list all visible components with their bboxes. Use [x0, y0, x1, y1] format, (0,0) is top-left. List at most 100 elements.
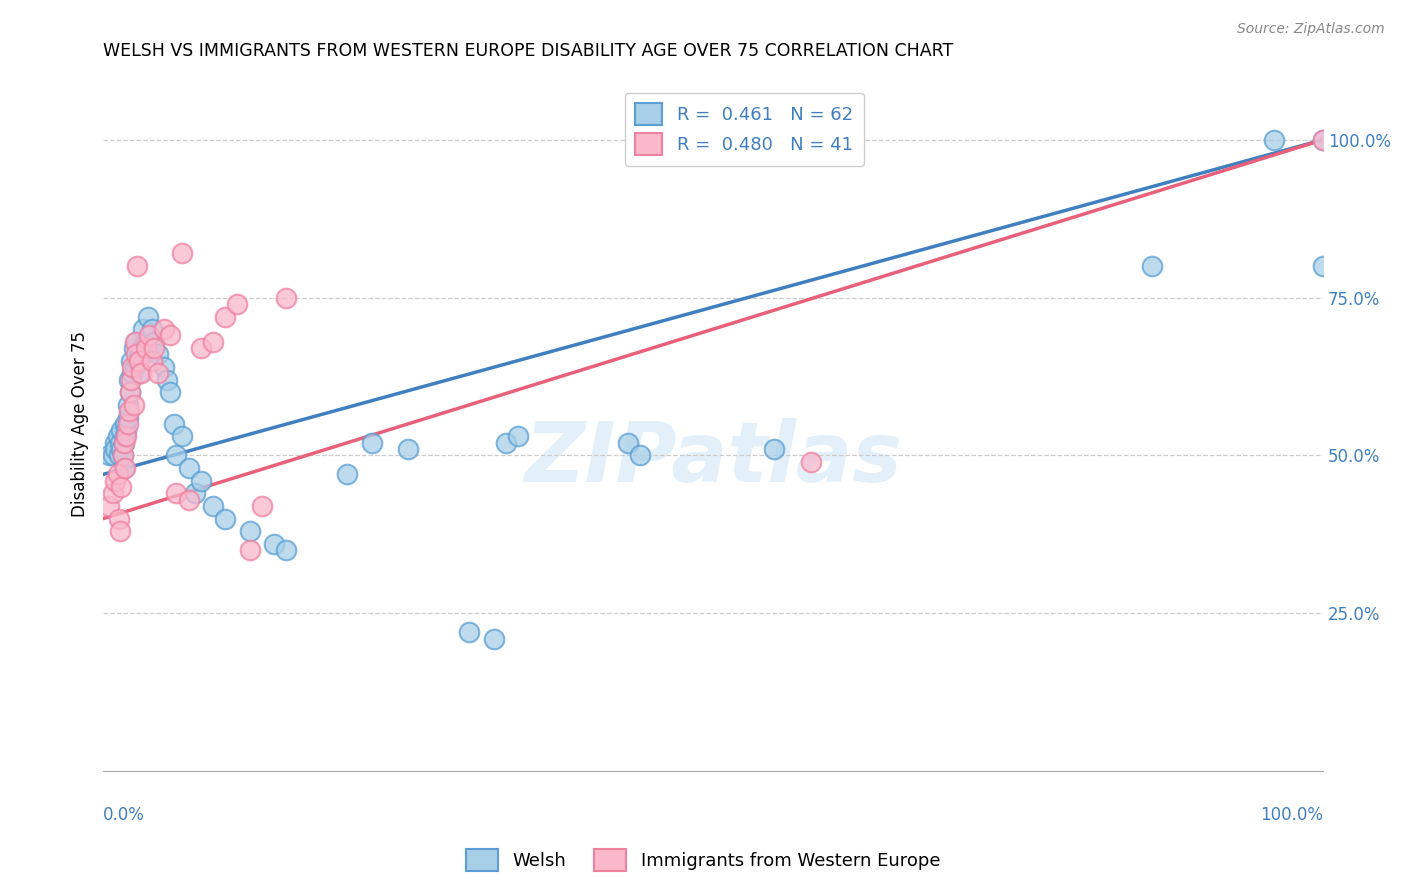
Point: [115, 429, 138, 443]
Point: [1312, 259, 1334, 273]
Point: [118, 404, 141, 418]
Point: [118, 385, 141, 400]
Point: [800, 455, 823, 469]
Point: [114, 461, 136, 475]
Point: [172, 246, 194, 260]
Point: [107, 429, 129, 443]
Point: [190, 474, 212, 488]
Point: [159, 385, 181, 400]
Point: [146, 367, 169, 381]
Point: [153, 359, 176, 374]
Point: [132, 322, 155, 336]
Text: 100.0%: 100.0%: [1260, 805, 1323, 824]
Point: [482, 632, 505, 646]
Point: [101, 486, 124, 500]
Point: [238, 543, 260, 558]
Point: [177, 492, 200, 507]
Point: [129, 367, 152, 381]
Point: [1142, 259, 1164, 273]
Point: [1263, 133, 1285, 147]
Legend: R =  0.461   N = 62, R =  0.480   N = 41: R = 0.461 N = 62, R = 0.480 N = 41: [624, 93, 863, 166]
Point: [111, 449, 134, 463]
Point: [226, 297, 249, 311]
Point: [128, 347, 150, 361]
Point: [107, 467, 129, 482]
Point: [104, 474, 127, 488]
Point: [201, 334, 224, 349]
Point: [250, 499, 273, 513]
Text: 0.0%: 0.0%: [103, 805, 145, 824]
Point: [336, 467, 359, 482]
Point: [127, 353, 149, 368]
Point: [396, 442, 419, 456]
Point: [128, 353, 150, 368]
Point: [141, 353, 163, 368]
Point: [118, 385, 141, 400]
Point: [763, 442, 786, 456]
Point: [163, 417, 186, 431]
Point: [114, 417, 136, 431]
Point: [214, 310, 236, 324]
Point: [120, 373, 142, 387]
Point: [110, 480, 132, 494]
Point: [183, 486, 205, 500]
Point: [1312, 133, 1334, 147]
Point: [141, 322, 163, 336]
Point: [115, 423, 138, 437]
Point: [108, 524, 131, 539]
Point: [120, 353, 142, 368]
Point: [112, 435, 135, 450]
Point: [146, 347, 169, 361]
Point: [360, 435, 382, 450]
Point: [143, 341, 166, 355]
Point: [238, 524, 260, 539]
Point: [165, 449, 187, 463]
Point: [122, 398, 145, 412]
Point: [117, 398, 139, 412]
Point: [136, 310, 159, 324]
Point: [135, 341, 157, 355]
Point: [155, 373, 177, 387]
Point: [108, 511, 131, 525]
Text: ZIPatlas: ZIPatlas: [524, 418, 903, 500]
Point: [276, 543, 298, 558]
Legend: Welsh, Immigrants from Western Europe: Welsh, Immigrants from Western Europe: [458, 842, 948, 879]
Text: Source: ZipAtlas.com: Source: ZipAtlas.com: [1237, 22, 1385, 37]
Point: [122, 341, 145, 355]
Point: [1312, 133, 1334, 147]
Point: [128, 367, 150, 381]
Point: [124, 359, 146, 374]
Point: [104, 435, 127, 450]
Point: [263, 537, 285, 551]
Point: [165, 486, 187, 500]
Point: [108, 449, 131, 463]
Point: [124, 334, 146, 349]
Point: [121, 367, 143, 381]
Point: [214, 511, 236, 525]
Point: [125, 334, 148, 349]
Point: [177, 461, 200, 475]
Text: WELSH VS IMMIGRANTS FROM WESTERN EUROPE DISABILITY AGE OVER 75 CORRELATION CHART: WELSH VS IMMIGRANTS FROM WESTERN EUROPE …: [103, 42, 953, 60]
Point: [121, 359, 143, 374]
Point: [190, 341, 212, 355]
Point: [201, 499, 224, 513]
Point: [172, 429, 194, 443]
Point: [114, 429, 136, 443]
Point: [112, 461, 135, 475]
Point: [616, 435, 638, 450]
Point: [143, 334, 166, 349]
Point: [276, 291, 298, 305]
Point: [458, 625, 481, 640]
Point: [495, 435, 517, 450]
Point: [153, 322, 176, 336]
Point: [131, 341, 153, 355]
Point: [108, 435, 131, 450]
Point: [98, 499, 121, 513]
Point: [101, 449, 124, 463]
Point: [628, 449, 651, 463]
Point: [98, 449, 121, 463]
Point: [506, 429, 529, 443]
Point: [138, 328, 160, 343]
Point: [111, 449, 134, 463]
Point: [112, 435, 135, 450]
